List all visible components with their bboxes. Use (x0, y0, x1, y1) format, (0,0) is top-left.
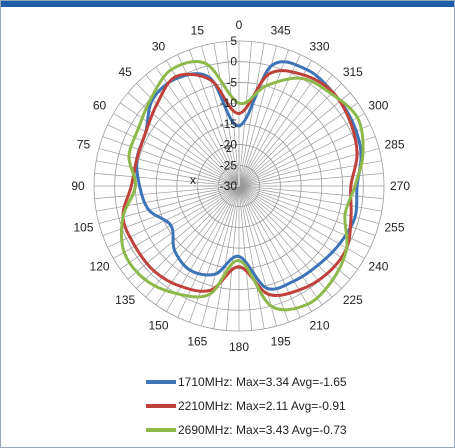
series-line-1 (121, 69, 359, 298)
radial-gridline (96, 160, 240, 187)
radial-gridline (102, 136, 240, 187)
radial-tick-label: -30 (220, 179, 238, 193)
radial-gridline (238, 74, 333, 187)
radial-gridline (238, 41, 252, 187)
header-bar (1, 1, 454, 7)
angle-tick-label: 240 (368, 260, 388, 274)
radial-gridline (107, 124, 240, 187)
angle-tick-label: 330 (309, 40, 329, 54)
angle-tick-label: 345 (271, 23, 291, 37)
z-axis-letter: z (226, 141, 232, 155)
radial-gridline (98, 185, 240, 224)
radial-gridline (201, 45, 240, 187)
radial-gridline (238, 185, 333, 298)
angle-tick-label: 15 (191, 23, 205, 37)
radial-gridline (120, 102, 240, 187)
angle-tick-label: 135 (115, 293, 135, 307)
radial-gridline (238, 102, 358, 187)
angle-tick-label: 150 (148, 318, 168, 332)
radial-tick-label: -15 (220, 117, 238, 131)
radial-tick-label: 0 (230, 55, 237, 69)
angle-tick-label: 165 (187, 335, 207, 349)
radial-gridline (238, 185, 351, 280)
radial-gridline (238, 49, 289, 187)
radial-gridline (177, 185, 240, 318)
radial-gridline (94, 173, 240, 187)
radial-gridline (238, 185, 342, 289)
radial-gridline (238, 185, 265, 329)
radial-gridline (166, 60, 240, 187)
angle-tick-label: 60 (93, 99, 107, 113)
radial-gridline (238, 185, 365, 259)
angle-tick-label: 285 (384, 137, 404, 151)
radial-gridline (238, 185, 277, 327)
radial-gridline (238, 83, 342, 187)
radial-tick-label: 5 (230, 34, 237, 48)
angle-tick-label: 75 (77, 137, 91, 151)
legend-entry-0: 1710MHz: Max=3.34 Avg=-1.65 (178, 375, 347, 389)
legend-entry-2: 2690MHz: Max=3.43 Avg=-0.73 (178, 423, 347, 437)
angle-tick-label: 195 (271, 335, 291, 349)
radial-gridline (238, 185, 384, 199)
radial-gridline (155, 67, 240, 187)
radial-gridline (226, 41, 240, 187)
ring-gridline (176, 123, 302, 249)
radial-tick-label: -10 (220, 96, 238, 110)
radial-tick-label: -20 (220, 138, 238, 152)
angle-tick-label: 255 (384, 221, 404, 235)
angle-tick-label: 315 (343, 65, 363, 79)
radial-gridline (238, 54, 301, 187)
radial-gridline (238, 45, 277, 187)
angle-tick-label: 90 (71, 179, 85, 193)
legend-entry-1: 2210MHz: Max=2.11 Avg=-0.91 (178, 399, 346, 413)
radial-gridline (238, 173, 384, 187)
radial-gridline (113, 113, 240, 187)
radial-gridline (96, 185, 240, 212)
radial-gridline (98, 148, 240, 187)
radial-gridline (155, 185, 240, 305)
radial-gridline (238, 185, 358, 270)
radial-gridline (238, 185, 289, 323)
angle-tick-label: 0 (236, 18, 243, 32)
angle-tick-label: 210 (309, 318, 329, 332)
angle-tick-label: 120 (90, 260, 110, 274)
radial-gridline (238, 92, 351, 187)
radial-tick-label: -5 (226, 75, 237, 89)
radial-gridline (213, 43, 240, 187)
angle-tick-label: 225 (343, 293, 363, 307)
radial-gridline (238, 185, 252, 331)
radial-gridline (201, 185, 240, 327)
radial-gridline (213, 185, 240, 329)
ring-gridline (93, 40, 385, 332)
radial-gridline (238, 185, 301, 318)
angle-tick-label: 180 (229, 340, 249, 354)
angle-tick-label: 45 (118, 65, 132, 79)
radial-gridline (238, 185, 376, 236)
radial-gridline (238, 43, 265, 187)
radial-gridline (166, 185, 240, 312)
radial-gridline (238, 124, 371, 187)
angle-tick-label: 270 (390, 179, 410, 193)
radial-gridline (238, 136, 376, 187)
radial-tick-label: -25 (220, 158, 238, 172)
radial-gridline (238, 67, 323, 187)
angle-tick-label: 105 (73, 221, 93, 235)
x-axis-letter: x (190, 173, 196, 187)
radial-gridline (238, 60, 312, 187)
radial-gridline (94, 185, 240, 199)
series-line-2 (119, 60, 365, 312)
radial-gridline (238, 160, 382, 187)
radial-gridline (238, 113, 365, 187)
radial-gridline (177, 54, 240, 187)
radial-gridline (189, 185, 240, 323)
ring-gridline (114, 61, 364, 311)
angle-tick-label: 300 (368, 99, 388, 113)
angle-tick-label: 30 (152, 40, 166, 54)
radial-gridline (145, 185, 240, 298)
